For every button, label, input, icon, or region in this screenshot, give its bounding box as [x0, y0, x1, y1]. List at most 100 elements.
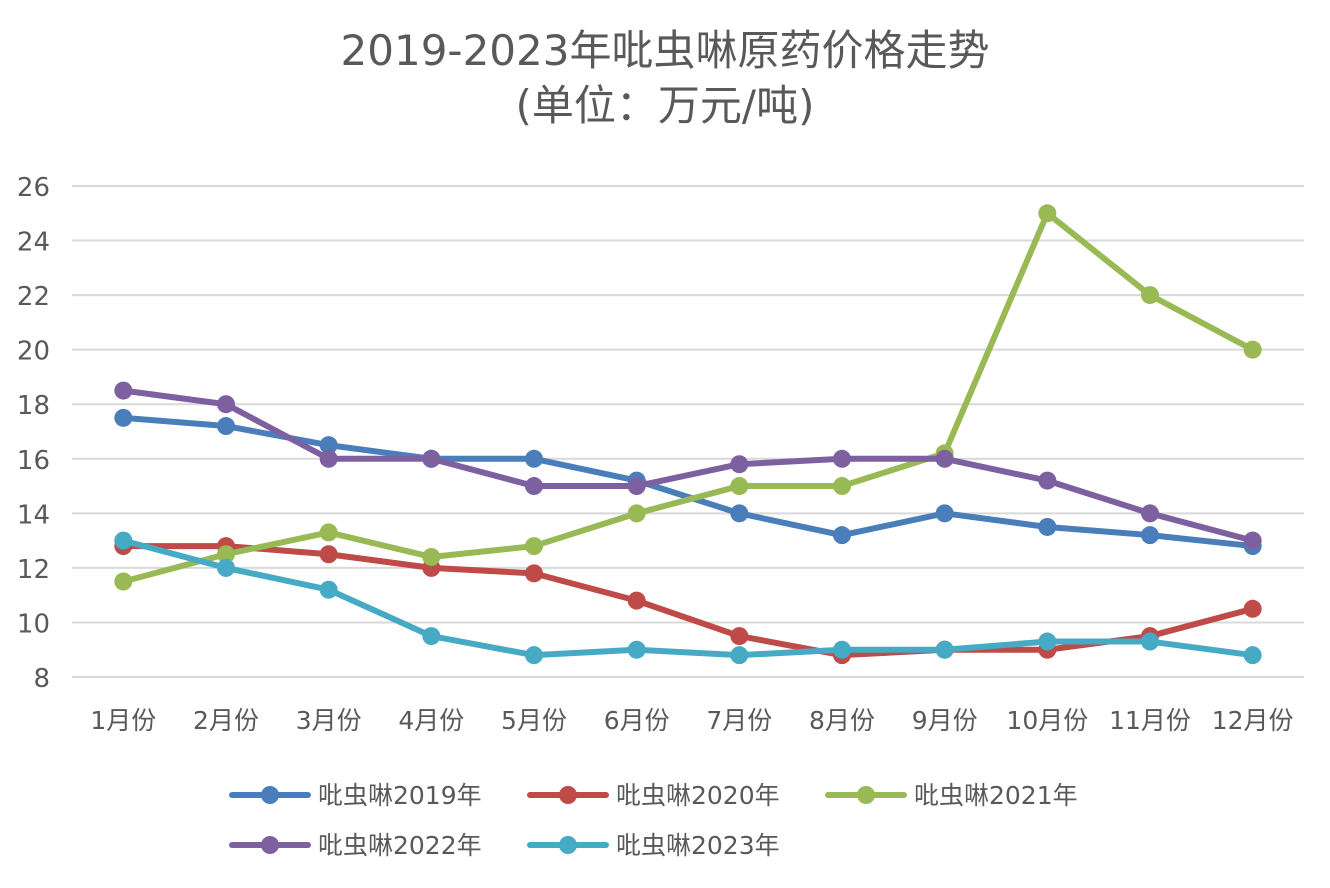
data-point	[319, 523, 338, 542]
data-point	[627, 504, 646, 523]
y-tick-label: 18	[17, 391, 50, 421]
data-point	[1038, 517, 1057, 536]
data-point	[627, 640, 646, 659]
series-line	[120, 543, 1256, 659]
gridlines	[72, 185, 1304, 678]
series-line	[120, 387, 1256, 544]
x-tick-label: 7月份	[706, 706, 772, 735]
data-point	[1038, 204, 1057, 223]
legend-item: 吡虫啉2019年	[229, 781, 482, 810]
data-point	[114, 381, 133, 400]
data-point	[319, 436, 338, 455]
data-point	[525, 449, 543, 468]
y-tick-label: 12	[17, 555, 50, 585]
legend-swatch-marker	[261, 786, 279, 804]
data-point	[319, 545, 338, 564]
legend-label: 吡虫啉2021年	[914, 781, 1078, 810]
data-point	[1243, 646, 1262, 665]
x-axis-tick-labels: 1月份 2月份 3月份 4月份 5月份 6月份 7月份 8月份 9月份 10月份 11月份 12月份	[90, 706, 1293, 735]
legend-label: 吡虫啉2019年	[318, 781, 482, 810]
x-tick-label: 5月份	[501, 706, 567, 735]
data-point	[422, 547, 441, 566]
legend-label: 吡虫啉2022年	[318, 831, 482, 860]
data-point	[627, 591, 646, 610]
data-point	[422, 627, 441, 646]
data-point	[1038, 471, 1057, 490]
data-point	[730, 455, 749, 474]
legend-item: 吡虫啉2022年	[229, 831, 482, 860]
x-tick-label: 3月份	[296, 706, 362, 735]
legend-item: 吡虫啉2021年	[825, 781, 1078, 810]
x-tick-label: 4月份	[398, 706, 464, 735]
data-point	[1243, 340, 1262, 359]
data-point	[525, 646, 543, 665]
data-point	[833, 640, 851, 659]
data-point	[217, 545, 235, 564]
data-point	[525, 564, 543, 583]
data-point	[730, 646, 749, 665]
y-tick-label: 20	[17, 337, 50, 367]
data-point	[1141, 504, 1159, 523]
y-tick-label: 10	[17, 609, 50, 639]
chart-subtitle: (单位：万元/吨)	[516, 81, 815, 130]
data-point	[525, 537, 543, 556]
y-tick-label: 22	[17, 282, 50, 312]
series-lines	[114, 204, 1262, 665]
y-tick-label: 8	[33, 664, 50, 694]
series-2	[114, 537, 1262, 665]
y-axis-tick-labels: 8 10 12 14 16 18 20 22 24 26	[17, 173, 50, 694]
data-point	[1141, 286, 1159, 305]
data-point	[935, 640, 954, 659]
legend-swatch-marker	[559, 786, 577, 804]
y-tick-label: 26	[17, 173, 50, 203]
series-1	[114, 408, 1262, 556]
y-tick-label: 24	[17, 228, 50, 258]
data-point	[1243, 599, 1262, 618]
legend-label: 吡虫啉2020年	[616, 781, 780, 810]
data-point	[1141, 632, 1159, 651]
legend-label: 吡虫啉2023年	[616, 831, 780, 860]
y-tick-label: 16	[17, 446, 50, 476]
x-tick-label: 2月份	[193, 706, 259, 735]
data-point	[1141, 526, 1159, 545]
x-tick-label: 10月份	[1006, 706, 1088, 735]
legend-item: 吡虫啉2023年	[527, 831, 780, 860]
data-point	[319, 580, 338, 599]
series-line	[120, 537, 1256, 659]
chart-title: 2019-2023年吡虫啉原药价格走势	[341, 26, 990, 75]
data-point	[1243, 531, 1262, 550]
x-tick-label: 6月份	[604, 706, 670, 735]
data-point	[730, 504, 749, 523]
x-tick-label: 11月份	[1109, 706, 1191, 735]
x-tick-label: 9月份	[912, 706, 978, 735]
data-point	[114, 408, 133, 427]
data-point	[217, 395, 235, 414]
x-tick-label: 1月份	[90, 706, 156, 735]
data-point	[525, 477, 543, 496]
legend-swatch-marker	[261, 836, 279, 854]
legend-swatch-marker	[559, 836, 577, 854]
legend-item: 吡虫啉2020年	[527, 781, 780, 810]
x-tick-label: 12月份	[1212, 706, 1294, 735]
series-4	[114, 381, 1262, 550]
legend-swatch-marker	[857, 786, 875, 804]
series-line	[120, 210, 1256, 585]
data-point	[217, 558, 235, 577]
data-point	[319, 449, 338, 468]
data-point	[935, 504, 954, 523]
data-point	[833, 526, 851, 545]
data-point	[422, 449, 441, 468]
data-point	[730, 627, 749, 646]
data-point	[833, 477, 851, 496]
data-point	[114, 531, 133, 550]
data-point	[627, 477, 646, 496]
data-point	[217, 417, 235, 436]
data-point	[833, 449, 851, 468]
y-tick-label: 14	[17, 500, 50, 530]
data-point	[1038, 632, 1057, 651]
x-tick-label: 8月份	[809, 706, 875, 735]
series-5	[114, 531, 1262, 665]
